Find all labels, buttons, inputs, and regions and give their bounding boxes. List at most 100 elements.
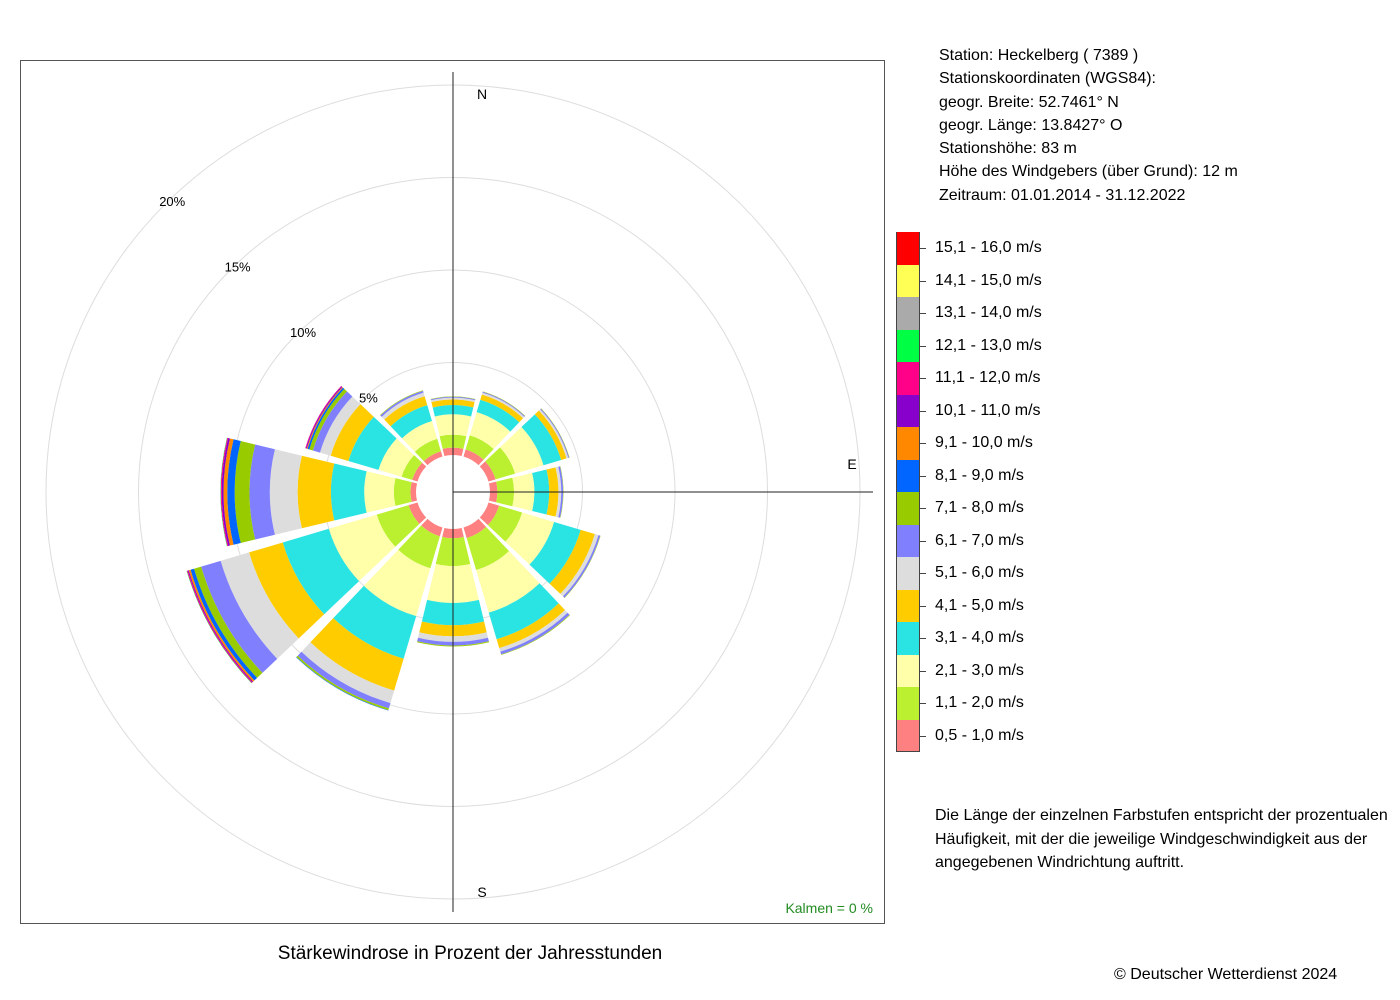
- plot-frame: [20, 60, 885, 924]
- legend-tick: [920, 248, 926, 249]
- bar-segment: [480, 394, 524, 423]
- bar-segment: [376, 505, 420, 547]
- legend-label: 15,1 - 16,0 m/s: [935, 239, 1042, 256]
- bar-segment: [380, 390, 424, 417]
- bar-segment: [417, 637, 489, 646]
- legend-swatch: [896, 524, 920, 557]
- station-elevation: Stationshöhe: 83 m: [939, 140, 1077, 158]
- bar-segment: [333, 585, 417, 659]
- bar-segment: [297, 651, 391, 709]
- bar-segment: [328, 514, 396, 582]
- legend-tick: [920, 670, 926, 672]
- legend-tick: [920, 410, 926, 412]
- bar-segment: [488, 583, 559, 640]
- bar-segment: [534, 410, 567, 460]
- bar-segment: [310, 618, 404, 691]
- direction-270: [220, 437, 418, 547]
- legend-item: 12,1 - 13,0 m/s: [896, 329, 1096, 362]
- bar-segment: [466, 526, 510, 571]
- bar-segment: [221, 438, 230, 546]
- bar-segment: [479, 461, 496, 482]
- bar-segment: [521, 414, 562, 466]
- bar-segment: [496, 603, 566, 649]
- legend-tick: [920, 703, 926, 704]
- legend-item: 6,1 - 7,0 m/s: [896, 524, 1096, 557]
- legend-note: Die Länge der einzelnen Farbstufen entsp…: [935, 807, 1388, 871]
- legend-swatch: [896, 589, 920, 622]
- legend-item: 11,1 - 12,0 m/s: [896, 362, 1096, 395]
- bar-segment: [319, 396, 361, 456]
- legend-item: 10,1 - 11,0 m/s: [896, 394, 1096, 427]
- legend-tick: [920, 508, 926, 509]
- legend-label: 14,1 - 15,0 m/s: [935, 271, 1042, 289]
- bar-segment: [487, 505, 523, 542]
- legend-swatch: [896, 297, 920, 330]
- bar-segment: [227, 439, 241, 545]
- bar-segment: [558, 466, 564, 518]
- bar-segment: [309, 388, 347, 451]
- legend-swatch: [896, 427, 920, 460]
- bar-segment: [393, 478, 412, 506]
- bar-segment: [201, 560, 278, 673]
- legend-item: 0,5 - 1,0 m/s: [896, 719, 1096, 752]
- legend-swatch: [896, 622, 920, 655]
- bars-layer: [186, 385, 601, 711]
- bar-segment: [465, 435, 494, 460]
- bar-segment: [234, 441, 256, 543]
- bar-segment: [390, 405, 432, 439]
- bar-segment: [378, 438, 415, 477]
- legend-item: 5,1 - 6,0 m/s: [896, 557, 1096, 590]
- bar-segment: [402, 421, 438, 452]
- east-label: E: [847, 456, 856, 472]
- south-label: S: [477, 884, 486, 900]
- bar-segment: [297, 455, 335, 529]
- legend-item: 4,1 - 5,0 m/s: [896, 589, 1096, 622]
- bar-segment: [499, 427, 544, 474]
- anemometer-height: Höhe des Windgebers (über Grund): 12 m: [939, 163, 1238, 181]
- ring-label: 5%: [359, 390, 378, 405]
- bar-segment: [282, 528, 360, 615]
- legend-label: 8,1 - 9,0 m/s: [935, 466, 1024, 484]
- station-info: Station: Heckelberg ( 7389 ) Stationskoo…: [939, 44, 1238, 207]
- station-latitude: geogr. Breite: 52.7461° N: [939, 93, 1119, 111]
- bar-segment: [549, 529, 595, 594]
- chart-title: Stärkewindrose in Prozent der Jahresstun…: [277, 943, 663, 964]
- legend-tick: [920, 443, 926, 444]
- station-longitude: geogr. Länge: 13.8427° O: [939, 116, 1123, 134]
- legend-item: 8,1 - 9,0 m/s: [896, 459, 1096, 492]
- legend-label: 4,1 - 5,0 m/s: [935, 596, 1024, 614]
- bar-segment: [555, 466, 562, 518]
- direction-60: [479, 408, 570, 482]
- legend-swatch: [896, 264, 920, 297]
- bar-segment: [560, 534, 599, 597]
- bar-segment: [430, 397, 476, 403]
- bar-segment: [430, 396, 476, 400]
- bar-segment: [194, 566, 263, 678]
- legend-label: 13,1 - 14,0 m/s: [935, 304, 1042, 321]
- bar-segment: [348, 416, 397, 470]
- station-coordinates-heading: Stationskoordinaten (WGS84):: [939, 70, 1156, 88]
- copyright: © Deutscher Wetterdienst 2024: [1114, 966, 1338, 983]
- bar-segment: [384, 396, 428, 427]
- legend-tick: [920, 280, 926, 282]
- legend-swatch: [896, 719, 920, 752]
- bar-segment: [463, 518, 487, 539]
- direction-150: [463, 518, 570, 655]
- bar-segment: [476, 551, 540, 613]
- direction-240: [186, 502, 427, 684]
- legend-item: 3,1 - 4,0 m/s: [896, 622, 1096, 655]
- legend-swatch: [896, 557, 920, 590]
- legend-item: 9,1 - 10,0 m/s: [896, 427, 1096, 460]
- bar-segment: [421, 518, 443, 537]
- north-label: N: [477, 86, 487, 102]
- legend-label: 10,1 - 11,0 m/s: [935, 401, 1041, 419]
- bar-segment: [500, 612, 570, 655]
- direction-120: [479, 502, 601, 598]
- bar-segment: [269, 449, 302, 535]
- bar-segment: [410, 482, 418, 502]
- legend-label: 5,1 - 6,0 m/s: [935, 564, 1024, 581]
- station-name: Station: Heckelberg ( 7389 ): [939, 47, 1139, 64]
- bar-segment: [463, 449, 484, 466]
- axes-layer: N E S: [452, 72, 873, 912]
- legend-tick: [920, 313, 926, 314]
